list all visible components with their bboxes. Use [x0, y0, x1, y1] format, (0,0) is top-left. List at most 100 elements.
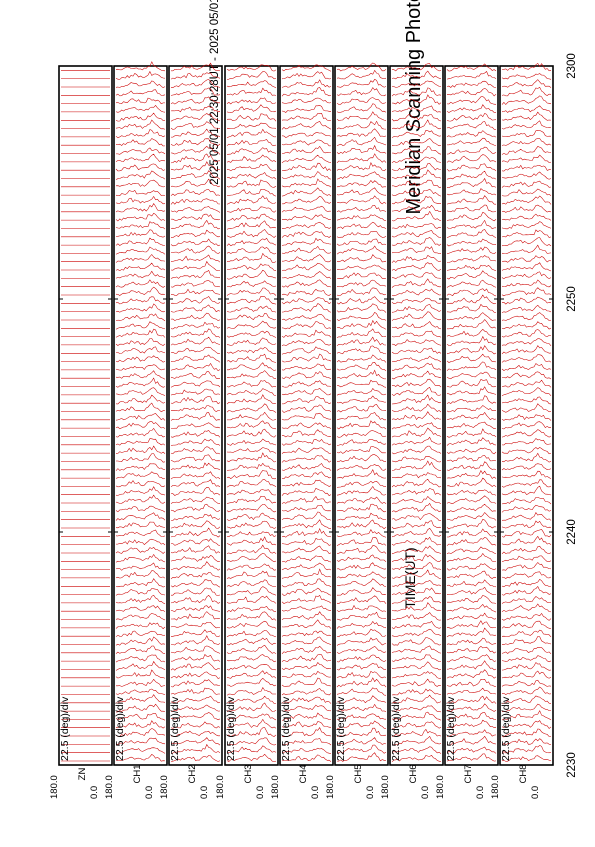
y-tick-180: 180.0 [325, 775, 336, 799]
trace-line [501, 470, 552, 480]
trace-line [501, 188, 552, 197]
trace-line [170, 388, 221, 396]
trace-line [501, 497, 552, 505]
trace-line [391, 579, 442, 587]
trace-line [281, 371, 332, 380]
trace-line [226, 337, 277, 346]
trace-line [281, 121, 332, 130]
scale-label: 22.5 (deg)/div [114, 696, 126, 761]
trace-line [281, 380, 332, 388]
trace-line [501, 221, 552, 230]
trace-line [501, 171, 552, 180]
trace-line [115, 97, 165, 105]
trace-line [115, 747, 166, 754]
trace-line [281, 254, 332, 263]
trace-line [391, 460, 442, 471]
trace-line [501, 312, 552, 321]
trace-line [116, 538, 166, 546]
trace-line [447, 620, 496, 629]
trace-line [336, 296, 387, 305]
trace-line [336, 195, 387, 205]
trace-line [446, 477, 497, 488]
trace-line [446, 328, 497, 338]
y-tick-180: 180.0 [49, 775, 60, 799]
trace-line [446, 553, 497, 563]
panel-frame [334, 65, 389, 766]
panel-frame [58, 65, 113, 766]
trace-line [281, 568, 332, 579]
trace-line [281, 339, 332, 347]
trace-line [336, 221, 387, 230]
trace-line [170, 412, 221, 421]
trace-line [446, 703, 497, 712]
trace-line [227, 362, 277, 371]
trace-line [336, 703, 387, 713]
trace-line [171, 635, 221, 646]
trace-line [115, 163, 166, 172]
trace-line [501, 738, 552, 746]
trace-line [336, 388, 387, 396]
trace-line [281, 162, 332, 171]
trace-line [281, 619, 332, 629]
trace-line [501, 73, 552, 80]
trace-line [391, 711, 442, 721]
trace-line [446, 437, 497, 446]
trace-line [170, 280, 221, 288]
trace-line [501, 720, 552, 729]
trace-line [501, 403, 552, 413]
trace-line [226, 469, 277, 480]
trace-line [281, 471, 332, 480]
trace-line [446, 154, 497, 163]
trace-line [336, 187, 387, 196]
trace-line [281, 555, 332, 563]
trace-line [226, 637, 277, 646]
trace-line [446, 594, 497, 604]
trace-line [501, 545, 552, 554]
trace-line [170, 113, 221, 122]
trace-line [391, 156, 442, 164]
trace-line [446, 570, 497, 579]
trace-line [226, 252, 277, 263]
trace-line [115, 427, 166, 438]
trace-line [446, 353, 497, 363]
trace-line [446, 603, 497, 613]
trace-line [446, 104, 497, 113]
trace-line [336, 628, 387, 637]
trace-line [502, 371, 552, 380]
trace-line [446, 495, 497, 504]
trace-line [446, 279, 497, 288]
trace-line [446, 204, 497, 213]
trace-line [501, 154, 552, 163]
trace-line [391, 527, 442, 538]
trace-line [336, 720, 387, 729]
trace-line [446, 335, 497, 346]
trace-line [226, 753, 277, 762]
trace-line [336, 595, 387, 605]
trace-line [446, 579, 497, 588]
trace-line [391, 370, 442, 380]
trace-line [170, 254, 221, 263]
trace-line [501, 120, 552, 130]
trace-line [170, 538, 221, 546]
trace-line [226, 713, 277, 721]
trace-line [281, 696, 332, 704]
trace-line [501, 511, 552, 521]
trace-line [446, 712, 497, 721]
y-tick-0: 0.0 [144, 786, 155, 799]
trace-line [170, 545, 221, 554]
trace-line [226, 163, 277, 172]
trace-line [281, 329, 332, 338]
scale-label: 22.5 (deg)/div [445, 696, 457, 761]
trace-line [226, 670, 277, 679]
trace-line [281, 721, 332, 728]
trace-line [115, 486, 166, 496]
trace-line [115, 505, 166, 513]
trace-line [501, 579, 551, 588]
trace-line [115, 570, 166, 579]
trace-line [226, 380, 277, 388]
trace-line [501, 414, 552, 421]
trace-line [170, 396, 221, 405]
y-tick-180: 180.0 [270, 775, 281, 799]
trace-line [226, 179, 277, 188]
trace-line [391, 694, 442, 704]
